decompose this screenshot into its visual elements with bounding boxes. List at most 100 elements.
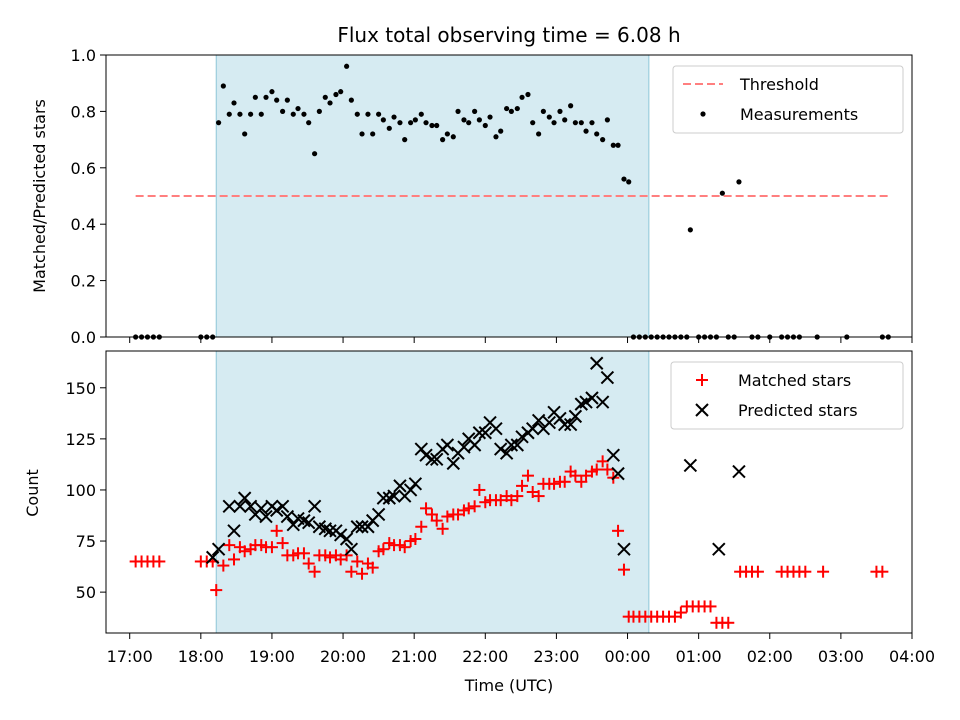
measurement-point [551, 120, 557, 126]
measurement-point [568, 103, 574, 109]
measurement-point [434, 122, 440, 129]
measurement-point [290, 111, 296, 117]
matched-star-point [511, 490, 524, 503]
measurement-point [557, 108, 563, 114]
predicted-star-point [683, 458, 698, 473]
matched-star-point [228, 553, 241, 566]
measurement-point [444, 131, 450, 137]
measurement-point [562, 117, 568, 123]
x-tick-label: 04:00 [889, 647, 935, 666]
matched-star-point [217, 559, 230, 572]
measurement-point [312, 151, 318, 157]
measurement-point [536, 131, 542, 137]
x-tick-label: 00:00 [604, 647, 650, 666]
matched-star-point [270, 524, 283, 537]
matched-star-point [462, 502, 475, 515]
predicted-star-point [489, 421, 503, 436]
predicted-star-point [590, 356, 604, 370]
top-y-axis-label: Matched/Predicted stars [30, 99, 49, 293]
measurement-point [397, 120, 403, 126]
predicted-star-point [259, 509, 273, 524]
bottom-chart: 50 75 100 125 150 17:00 18:00 19:00 20:00 21:00 2… [23, 350, 935, 695]
measurement-point [519, 94, 525, 100]
measurement-point [578, 120, 584, 126]
predicted-star-point [205, 550, 220, 565]
legend-matched-label: Matched stars [738, 371, 851, 390]
predicted-star-point [301, 515, 316, 530]
measurement-point [365, 111, 371, 117]
top-measurement-points [133, 63, 891, 340]
top-y-tick-label: 0.6 [71, 159, 96, 178]
predicted-star-point [446, 456, 460, 471]
predicted-star-point [467, 438, 482, 452]
predicted-star-point [350, 520, 364, 534]
matched-star-point [366, 561, 379, 574]
measurement-point [216, 120, 222, 126]
matched-star-point [575, 475, 588, 488]
predicted-star-point [211, 542, 226, 556]
measurement-point [626, 179, 632, 185]
bottom-y-ticks: 50 75 100 125 150 [65, 379, 106, 602]
measurement-point [482, 122, 488, 129]
measurement-point [248, 111, 254, 117]
measurement-point [391, 114, 397, 120]
measurement-point [376, 111, 382, 117]
measurement-point [258, 111, 264, 117]
bottom-y-tick-label: 75 [76, 532, 96, 551]
predicted-star-point [425, 452, 439, 467]
matched-star-point [351, 555, 364, 568]
measurement-point [589, 120, 595, 126]
x-tick-label: 02:00 [747, 647, 793, 666]
predicted-star-point [440, 438, 455, 452]
matched-star-point [590, 463, 603, 476]
matched-star-point [223, 539, 236, 552]
measurement-point [242, 131, 248, 137]
predicted-star-point [585, 391, 599, 405]
predicted-star-point [510, 438, 525, 452]
predicted-star-point [344, 542, 359, 556]
measurement-point [226, 111, 232, 117]
predicted-star-point [457, 440, 471, 454]
predicted-star-point [525, 421, 540, 436]
measurement-point [263, 94, 269, 100]
predicted-star-point [393, 479, 407, 493]
matched-star-point [324, 551, 337, 564]
predicted-star-point [568, 409, 583, 424]
legend-measurements-label: Measurements [740, 105, 858, 124]
measurement-point [386, 125, 392, 131]
predicted-star-point [531, 413, 546, 428]
measurement-point [370, 131, 376, 137]
measurement-point [455, 108, 461, 114]
predicted-star-point [515, 430, 529, 444]
measurement-point [466, 120, 472, 126]
predicted-star-point [493, 442, 508, 456]
matched-star-point [751, 565, 764, 578]
measurement-point [594, 131, 600, 137]
measurement-point [306, 120, 312, 126]
measurement-point [498, 128, 504, 134]
measurement-point [316, 108, 322, 114]
matched-star-point [596, 455, 609, 468]
matched-star-point [398, 541, 411, 554]
measurement-point [301, 111, 307, 117]
predicted-star-point [254, 501, 268, 516]
predicted-star-point [732, 464, 746, 479]
legend-predicted-label: Predicted stars [738, 401, 858, 420]
matched-star-point [612, 524, 625, 537]
predicted-star-point [237, 491, 252, 505]
matched-star-point [265, 541, 278, 554]
matched-star-point [425, 508, 438, 521]
measurement-point [252, 94, 258, 100]
predicted-star-point [611, 466, 625, 481]
predicted-star-point [222, 499, 236, 514]
measurement-point [348, 97, 354, 103]
top-y-tick-label: 0.0 [71, 328, 96, 347]
matched-star-point [704, 600, 717, 613]
measurement-point [284, 97, 290, 103]
predicted-star-point [280, 509, 295, 524]
measurement-point [487, 114, 493, 120]
bottom-observing-window-shade [215, 350, 650, 634]
predicted-star-point [579, 395, 593, 409]
matched-star-point [297, 547, 310, 560]
